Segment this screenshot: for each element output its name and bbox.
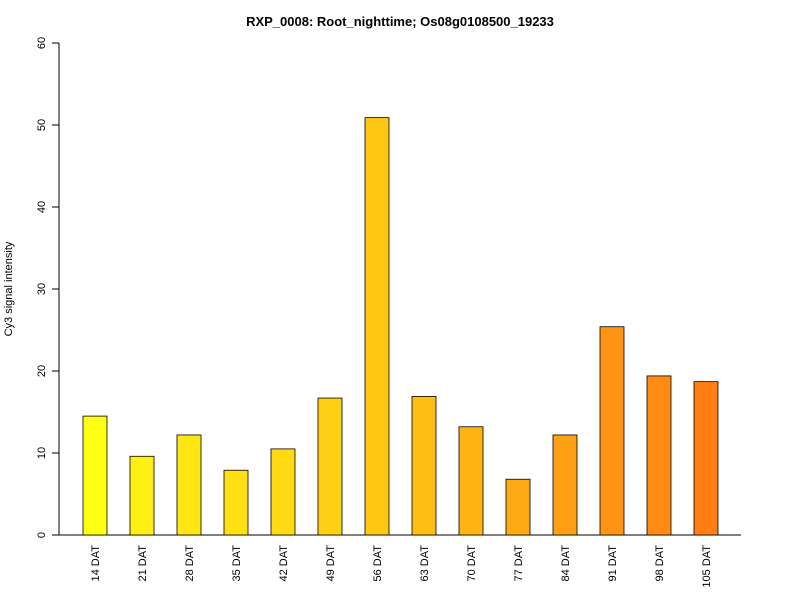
- bar-56-dat: [364, 117, 390, 536]
- x-tick-label: 28 DAT: [184, 545, 196, 582]
- bar-77-dat: [505, 478, 531, 536]
- bar-42-dat: [270, 448, 296, 536]
- bars: [82, 117, 719, 536]
- x-tick-label: 42 DAT: [278, 545, 290, 582]
- y-axis-label: Cy3 signal intensity: [3, 241, 15, 336]
- bar-105-dat: [693, 381, 719, 536]
- y-tick-label: 0: [36, 532, 48, 538]
- x-tick-label: 63 DAT: [419, 545, 431, 582]
- bar-28-dat: [176, 434, 202, 536]
- x-tick-label: 77 DAT: [513, 545, 525, 582]
- x-tick-label: 98 DAT: [654, 545, 666, 582]
- x-tick-label: 84 DAT: [560, 545, 572, 582]
- x-tick-label: 105 DAT: [701, 545, 713, 588]
- x-tick-label: 35 DAT: [231, 545, 243, 582]
- bar-49-dat: [317, 397, 343, 536]
- y-tick-label: 10: [36, 447, 48, 459]
- x-axis-tick-labels: 14 DAT 21 DAT 28 DAT 35 DAT 42 DAT 49 DAT 56 D…: [90, 545, 713, 588]
- bar-21-dat: [129, 455, 155, 536]
- x-tick-label: 70 DAT: [466, 545, 478, 582]
- x-tick-label: 56 DAT: [372, 545, 384, 582]
- x-tick-label: 21 DAT: [137, 545, 149, 582]
- x-tick-label: 49 DAT: [325, 545, 337, 582]
- y-tick-label: 40: [36, 201, 48, 213]
- y-tick-label: 20: [36, 365, 48, 377]
- bar-98-dat: [646, 375, 672, 536]
- x-tick-label: 14 DAT: [90, 545, 102, 582]
- bar-35-dat: [223, 469, 249, 536]
- bar-84-dat: [552, 434, 578, 536]
- y-axis-ticks: 0 10 20 30 40 50 60: [36, 37, 59, 538]
- bar-70-dat: [458, 426, 484, 536]
- bar-14-dat: [82, 415, 108, 536]
- x-tick-label: 91 DAT: [607, 545, 619, 582]
- bar-91-dat: [599, 326, 625, 536]
- y-tick-label: 30: [36, 283, 48, 295]
- y-tick-label: 50: [36, 119, 48, 131]
- y-tick-label: 60: [36, 37, 48, 49]
- bar-63-dat: [411, 396, 437, 536]
- chart-title: RXP_0008: Root_nighttime; Os08g0108500_1…: [246, 14, 554, 29]
